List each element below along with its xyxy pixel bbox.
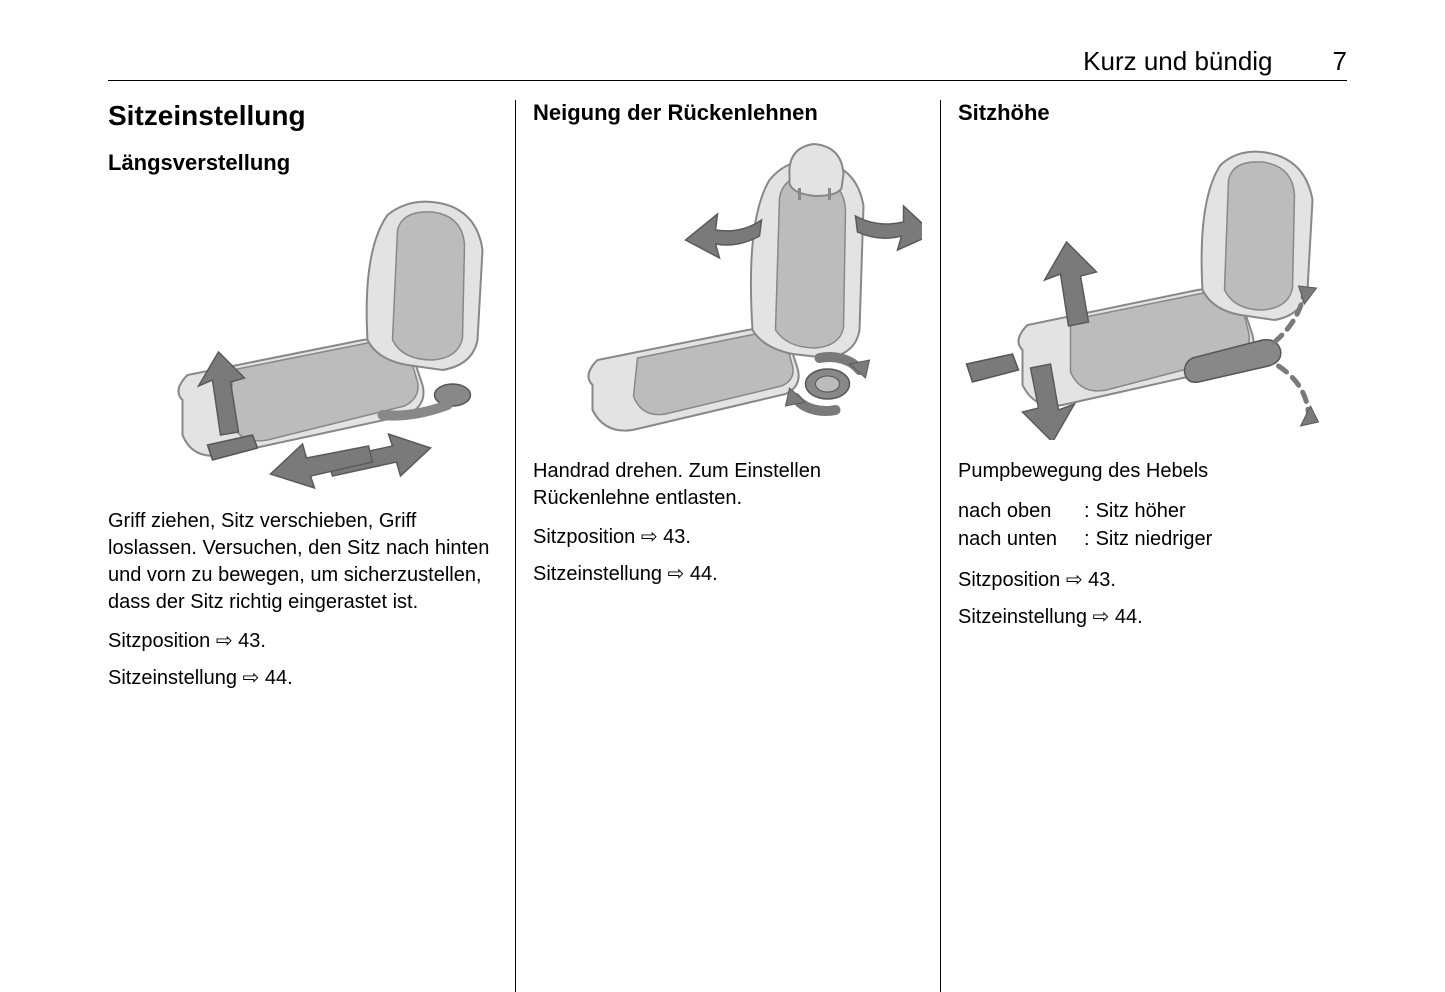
ref-page: 43. <box>663 526 691 548</box>
body-text-col3: Pumpbewegung des Hebels <box>958 458 1347 485</box>
def-label-up: nach oben <box>958 497 1078 525</box>
reference-icon: ⇨ <box>1066 567 1083 594</box>
main-heading: Sitzeinstellung <box>108 100 497 132</box>
def-colon: : <box>1078 525 1096 553</box>
sub-heading-recline: Neigung der Rückenlehnen <box>533 100 922 126</box>
content-columns: Sitzeinstellung Längsverstellung <box>108 100 1347 702</box>
body-text-col2: Handrad drehen. Zum Einstellen Rückenleh… <box>533 458 922 512</box>
def-value-up: Sitz höher <box>1096 497 1186 525</box>
ref-sitzeinstellung-col1: Sitzeinstellung ⇨ 44. <box>108 665 497 692</box>
def-value-down: Sitz niedriger <box>1096 525 1213 553</box>
reference-icon: ⇨ <box>1093 604 1110 631</box>
illustration-recline <box>533 140 922 440</box>
ref-page: 43. <box>238 630 266 652</box>
reference-icon: ⇨ <box>216 628 233 655</box>
ref-sitzposition-col2: Sitzposition ⇨ 43. <box>533 524 922 551</box>
ref-label: Sitzeinstellung <box>533 563 662 585</box>
ref-page: 44. <box>1115 606 1143 628</box>
illustration-height <box>958 140 1347 440</box>
ref-page: 43. <box>1088 569 1116 591</box>
column-3: Sitzhöhe <box>940 100 1347 702</box>
column-divider <box>515 100 516 992</box>
column-2: Neigung der Rückenlehnen <box>515 100 940 702</box>
def-colon: : <box>1078 497 1096 525</box>
def-label-down: nach unten <box>958 525 1078 553</box>
ref-label: Sitzeinstellung <box>108 667 237 689</box>
ref-label: Sitzposition <box>533 526 635 548</box>
ref-label: Sitzposition <box>958 569 1060 591</box>
page-number: 7 <box>1333 46 1347 77</box>
header-rule <box>108 80 1347 81</box>
column-1: Sitzeinstellung Längsverstellung <box>108 100 515 702</box>
def-row-down: nach unten : Sitz niedriger <box>958 525 1347 553</box>
sub-heading-longitudinal: Längsverstellung <box>108 150 497 176</box>
column-divider <box>940 100 941 992</box>
height-definition-list: nach oben : Sitz höher nach unten : Sitz… <box>958 497 1347 553</box>
ref-label: Sitzeinstellung <box>958 606 1087 628</box>
reference-icon: ⇨ <box>641 524 658 551</box>
def-row-up: nach oben : Sitz höher <box>958 497 1347 525</box>
ref-sitzposition-col3: Sitzposition ⇨ 43. <box>958 567 1347 594</box>
header-title: Kurz und bündig <box>1083 46 1272 77</box>
ref-page: 44. <box>265 667 293 689</box>
illustration-longitudinal <box>108 190 497 490</box>
ref-sitzeinstellung-col2: Sitzeinstellung ⇨ 44. <box>533 561 922 588</box>
reference-icon: ⇨ <box>668 561 685 588</box>
reference-icon: ⇨ <box>243 665 260 692</box>
page-header: Kurz und bündig 7 <box>1083 46 1347 77</box>
ref-sitzposition-col1: Sitzposition ⇨ 43. <box>108 628 497 655</box>
body-text-col1: Griff ziehen, Sitz verschieben, Griff lo… <box>108 508 497 616</box>
sub-heading-height: Sitzhöhe <box>958 100 1347 126</box>
ref-sitzeinstellung-col3: Sitzeinstellung ⇨ 44. <box>958 604 1347 631</box>
ref-page: 44. <box>690 563 718 585</box>
ref-label: Sitzposition <box>108 630 210 652</box>
